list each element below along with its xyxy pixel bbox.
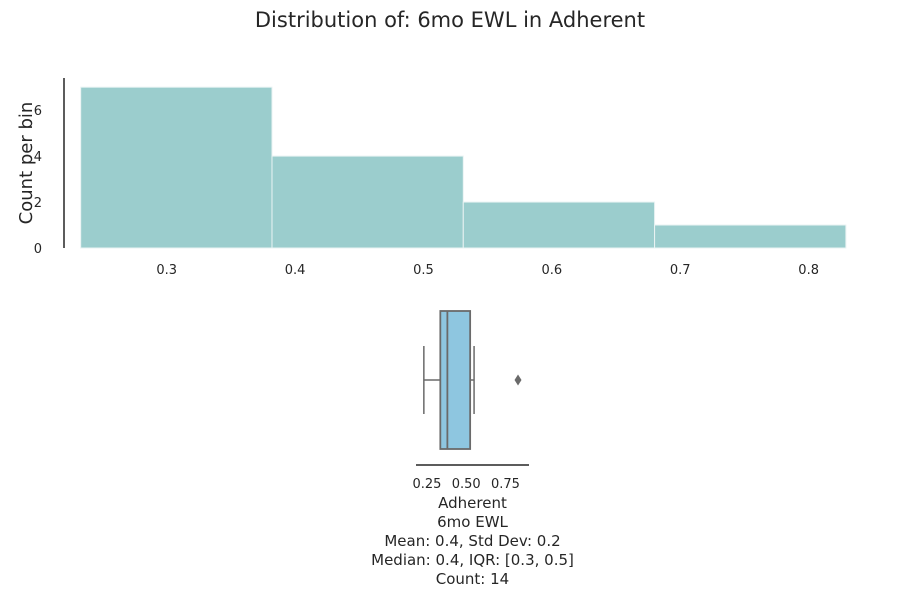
outlier-point	[514, 374, 522, 386]
stats-median: Median: 0.4, IQR: [0.3, 0.5]	[371, 551, 574, 569]
stats-variable: 6mo EWL	[437, 513, 508, 531]
histogram-bar	[271, 155, 464, 249]
x-tick-label: 0.6	[542, 263, 563, 278]
y-tick-label: 2	[34, 196, 42, 211]
stats-mean: Mean: 0.4, Std Dev: 0.2	[384, 532, 561, 550]
y-axis-label: Count per bin	[16, 102, 37, 225]
x-tick-label: 0.3	[156, 263, 177, 278]
chart-title: Distribution of: 6mo EWL in Adherent	[254, 8, 646, 32]
y-tick-label: 4	[34, 150, 42, 165]
iqr-box	[439, 310, 472, 450]
histogram-bar	[80, 86, 273, 249]
box-x-tick-label: 0.50	[452, 477, 481, 492]
summary-stats: Adherent 6mo EWL Mean: 0.4, Std Dev: 0.2…	[0, 494, 900, 589]
histogram-panel: 0 2 4 6 0.3 0.4 0.5 0.6 0.7 0.8 Count per bin	[16, 78, 847, 278]
stats-group: Adherent	[438, 494, 507, 512]
histogram-bar	[654, 224, 847, 249]
x-tick-label: 0.5	[413, 263, 434, 278]
boxplot-panel: 0.25 0.50 0.75	[413, 310, 529, 492]
y-tick-label: 0	[34, 242, 42, 257]
box-x-tick-label: 0.25	[413, 477, 442, 492]
histogram-bar	[462, 201, 656, 249]
y-tick-label: 6	[34, 104, 42, 119]
x-tick-label: 0.4	[285, 263, 306, 278]
x-tick-label: 0.7	[670, 263, 691, 278]
x-tick-label: 0.8	[798, 263, 819, 278]
stats-count: Count: 14	[435, 570, 510, 588]
box-x-tick-label: 0.75	[491, 477, 520, 492]
